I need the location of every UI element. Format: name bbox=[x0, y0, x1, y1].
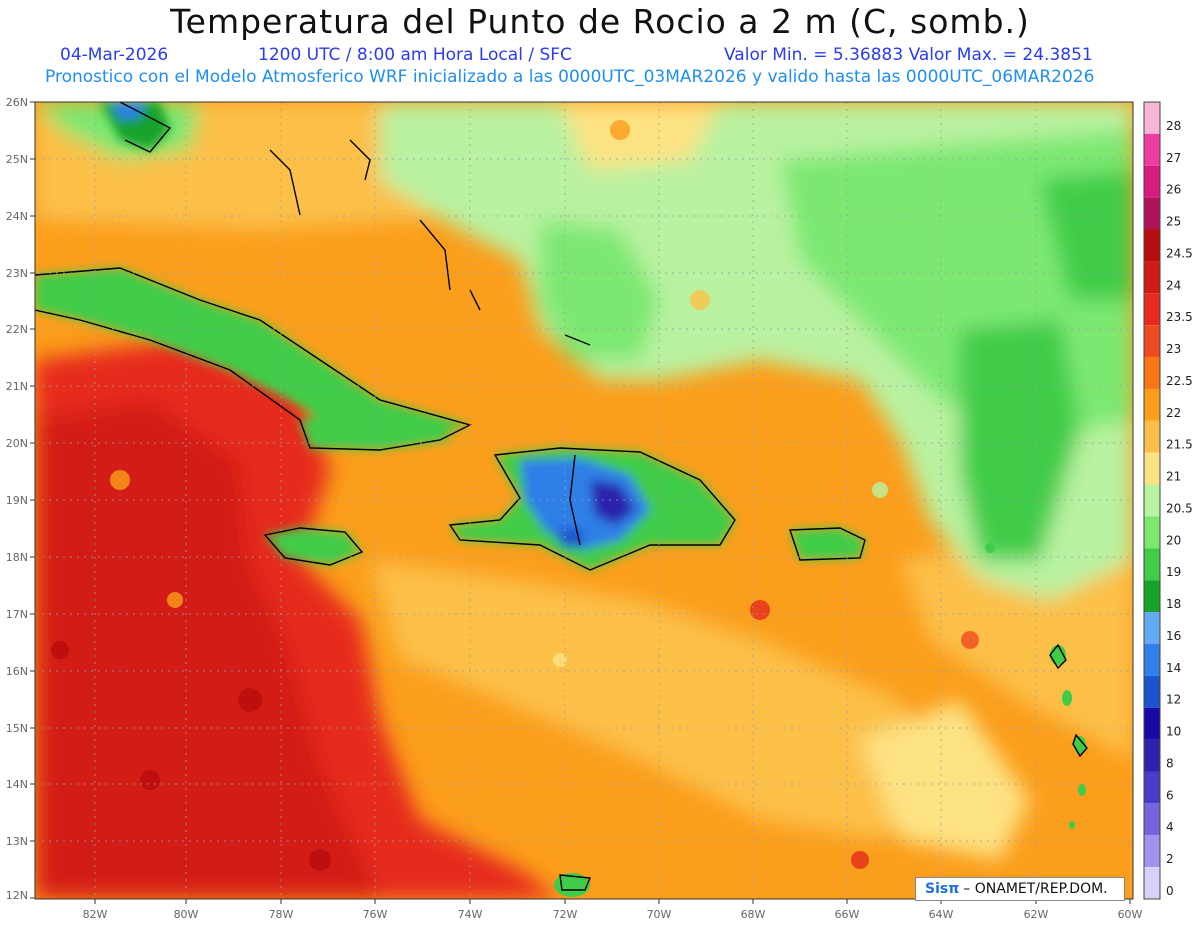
lon-label: 68W bbox=[741, 908, 766, 921]
lon-label: 76W bbox=[363, 908, 388, 921]
legend-label: 23 bbox=[1166, 342, 1181, 356]
lon-label: 72W bbox=[553, 908, 578, 921]
min-max-values: Valor Min. = 5.36883 Valor Max. = 24.385… bbox=[724, 45, 1093, 65]
forecast-date: 04-Mar-2026 bbox=[60, 45, 169, 65]
lat-label: 12N bbox=[6, 889, 28, 902]
legend-swatch bbox=[1144, 388, 1160, 421]
legend-label: 23.5 bbox=[1166, 310, 1193, 324]
legend-label: 20 bbox=[1166, 533, 1181, 547]
legend-swatch bbox=[1144, 580, 1160, 613]
lat-label: 13N bbox=[6, 835, 28, 848]
lon-label: 82W bbox=[83, 908, 108, 921]
legend-frame bbox=[1143, 101, 1161, 900]
lon-label: 60W bbox=[1118, 908, 1143, 921]
legend-label: 21 bbox=[1166, 470, 1181, 484]
legend-label: 8 bbox=[1166, 756, 1174, 770]
legend-label: 18 bbox=[1166, 597, 1181, 611]
legend-swatch bbox=[1144, 484, 1160, 517]
lat-label: 23N bbox=[6, 267, 28, 280]
legend-label: 6 bbox=[1166, 788, 1174, 802]
legend-swatch bbox=[1144, 133, 1160, 166]
legend-swatch bbox=[1144, 325, 1160, 358]
legend-label: 19 bbox=[1166, 565, 1181, 579]
legend-label: 26 bbox=[1166, 183, 1181, 197]
legend-swatch bbox=[1144, 102, 1160, 134]
legend-swatch bbox=[1144, 357, 1160, 389]
legend-label: 22 bbox=[1166, 406, 1181, 420]
sispi-logo: Sisπ bbox=[925, 881, 960, 897]
field-layer bbox=[35, 102, 1133, 899]
legend-label: 21.5 bbox=[1166, 438, 1193, 452]
lon-label: 78W bbox=[269, 908, 294, 921]
lat-axis: 26N 25N 24N 23N 22N 21N 20N 19N 18N 17N … bbox=[6, 96, 28, 902]
lon-label: 62W bbox=[1024, 908, 1049, 921]
legend-swatch bbox=[1144, 771, 1160, 804]
legend-swatch bbox=[1144, 261, 1160, 294]
lat-label: 14N bbox=[6, 778, 28, 791]
credit-text: – ONAMET/REP.DOM. bbox=[963, 881, 1108, 897]
legend-swatch bbox=[1144, 803, 1160, 836]
legend-label: 24.5 bbox=[1166, 246, 1193, 260]
lon-label: 74W bbox=[458, 908, 483, 921]
legend-label: 2 bbox=[1166, 852, 1174, 866]
legend-swatch bbox=[1144, 420, 1160, 453]
legend-label: 22.5 bbox=[1166, 374, 1193, 388]
legend-swatch bbox=[1144, 516, 1160, 549]
legend-label: 10 bbox=[1166, 725, 1181, 739]
lat-label: 15N bbox=[6, 722, 28, 735]
lat-label: 25N bbox=[6, 153, 28, 166]
lon-label: 80W bbox=[174, 908, 199, 921]
legend-label: 4 bbox=[1166, 820, 1174, 834]
legend-label: 28 bbox=[1166, 119, 1181, 133]
legend-label: 12 bbox=[1166, 693, 1181, 707]
lat-label: 22N bbox=[6, 323, 28, 336]
lat-label: 21N bbox=[6, 380, 28, 393]
legend-swatch bbox=[1144, 675, 1160, 708]
legend-swatch bbox=[1144, 229, 1160, 262]
lat-label: 17N bbox=[6, 608, 28, 621]
lat-label: 19N bbox=[6, 494, 28, 507]
credit-box: Sisπ – ONAMET/REP.DOM. bbox=[915, 877, 1125, 901]
legend-label: 25 bbox=[1166, 215, 1181, 229]
color-legend: 2827262524.52423.52322.52221.52120.52019… bbox=[1143, 101, 1193, 900]
legend-swatch bbox=[1144, 643, 1160, 676]
lon-label: 70W bbox=[647, 908, 672, 921]
legend-label: 14 bbox=[1166, 661, 1181, 675]
legend-label: 27 bbox=[1166, 151, 1181, 165]
lon-axis: 82W 80W 78W 76W 74W 72W 70W 68W 66W 64W … bbox=[83, 908, 1143, 921]
lat-label: 24N bbox=[6, 210, 28, 223]
legend-swatch bbox=[1144, 548, 1160, 581]
legend-swatch bbox=[1144, 165, 1160, 198]
legend-label: 24 bbox=[1166, 278, 1181, 292]
map-title: Temperatura del Punto de Rocio a 2 m (C,… bbox=[170, 2, 1030, 41]
legend-swatch bbox=[1144, 612, 1160, 644]
lat-label: 26N bbox=[6, 96, 28, 109]
model-info: Pronostico con el Modelo Atmosferico WRF… bbox=[45, 67, 1095, 87]
legend-swatch bbox=[1144, 293, 1160, 326]
legend-swatch bbox=[1144, 739, 1160, 772]
legend-label: 16 bbox=[1166, 629, 1181, 643]
legend-label: 0 bbox=[1166, 884, 1174, 898]
legend-swatch bbox=[1144, 197, 1160, 230]
lat-label: 20N bbox=[6, 437, 28, 450]
legend-label: 20.5 bbox=[1166, 501, 1193, 515]
lon-label: 64W bbox=[929, 908, 954, 921]
lon-label: 66W bbox=[835, 908, 860, 921]
lat-label: 16N bbox=[6, 665, 28, 678]
legend-swatch bbox=[1144, 835, 1160, 868]
legend-swatch bbox=[1144, 707, 1160, 740]
lat-label: 18N bbox=[6, 551, 28, 564]
legend-swatch bbox=[1144, 452, 1160, 485]
time-info: 1200 UTC / 8:00 am Hora Local / SFC bbox=[258, 45, 572, 65]
graticule bbox=[35, 102, 1133, 899]
legend-swatch bbox=[1144, 867, 1160, 899]
